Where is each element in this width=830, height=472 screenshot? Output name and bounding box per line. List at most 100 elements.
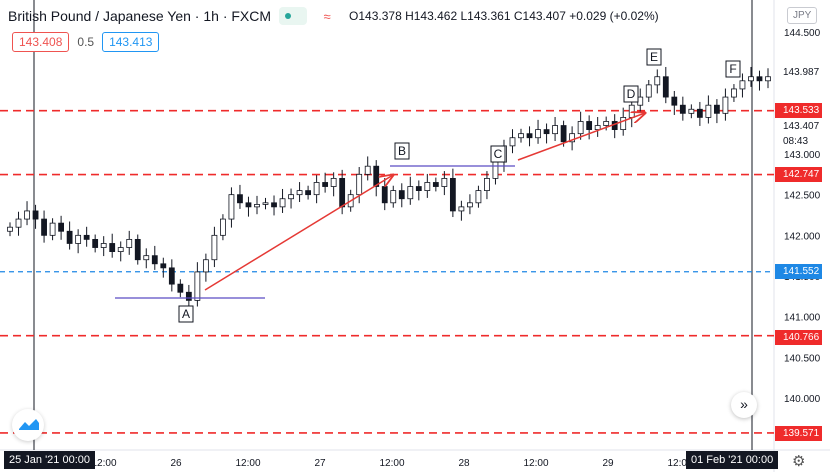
x-axis-end-date: 01 Feb '21 00:00 [686, 451, 779, 469]
level-tag-139571: 139.571 [775, 426, 822, 441]
candle-body-21 [185, 291, 192, 301]
candle-body-11 [100, 243, 107, 248]
countdown-tag: 08:43 [775, 134, 822, 149]
candle-body-57 [492, 161, 499, 179]
gear-icon[interactable]: ⚙ [792, 453, 806, 470]
candle-body-37 [322, 182, 329, 187]
candle-body-73 [628, 104, 635, 118]
current-price-tag: 143.407 [775, 119, 822, 134]
candle-body-2 [24, 210, 30, 220]
candle-body-52 [449, 177, 456, 212]
candle-body-29 [254, 204, 260, 208]
y-tick-label-9: 140.000 [784, 394, 821, 405]
candle-body-82 [705, 104, 712, 118]
y-tick-label-7: 141.000 [784, 313, 821, 324]
level-tag-140766: 140.766 [775, 330, 822, 345]
x-axis-start-date: 25 Jan '21 00:00 [4, 451, 96, 469]
spread-value: 0.5 [77, 35, 95, 49]
y-tick-label-0: 144.500 [784, 28, 821, 39]
candle-body-25 [220, 218, 226, 236]
candle-body-20 [177, 283, 184, 293]
market-status-icon [279, 7, 308, 25]
candle-body-15 [134, 238, 141, 261]
candle-body-5 [49, 222, 56, 236]
candle-body-18 [160, 263, 167, 269]
candle-body-59 [509, 137, 516, 147]
candle-body-10 [92, 238, 99, 248]
candle-body-67 [577, 121, 584, 135]
candle-body-85 [731, 88, 737, 98]
candle-body-81 [696, 108, 703, 118]
candle-body-64 [552, 125, 558, 135]
candle-body-0 [7, 226, 13, 232]
marker-label-b: B [398, 144, 406, 158]
marker-label-c: C [494, 147, 503, 161]
candle-body-28 [245, 202, 252, 208]
candle-body-27 [237, 194, 243, 204]
tradingview-logo-icon[interactable] [12, 409, 44, 441]
arrow-c-to-d [517, 113, 645, 161]
candle-body-76 [654, 76, 661, 86]
candle-body-47 [407, 186, 414, 200]
x-tick-label-3: 27 [314, 458, 326, 469]
candle-body-53 [458, 206, 465, 212]
candle-body-79 [679, 104, 686, 114]
candle-body-12 [109, 243, 116, 252]
x-tick-label-8: 12:00 [667, 458, 692, 469]
sell-price-button[interactable]: 143.408 [12, 32, 70, 52]
candle-body-72 [620, 117, 627, 131]
candle-body-13 [117, 247, 124, 253]
candle-body-4 [41, 218, 47, 236]
marker-box-f [725, 60, 741, 78]
candle-body-54 [467, 202, 473, 208]
symbol-title[interactable]: British Pound / Japanese Yen · 1h · FXCM [8, 8, 272, 24]
x-tick-label-1: 26 [170, 458, 182, 469]
candle-body-36 [313, 182, 320, 196]
candle-body-44 [381, 186, 388, 204]
candle-body-39 [339, 177, 346, 208]
level-tag-142747: 142.747 [775, 167, 822, 182]
marker-label-a: A [182, 307, 190, 321]
candle-body-19 [168, 267, 175, 285]
candle-body-6 [58, 222, 65, 232]
candle-body-3 [32, 210, 39, 220]
candle-body-70 [603, 121, 610, 126]
candle-body-17 [151, 255, 158, 265]
y-tick-label-3: 143.000 [784, 150, 821, 161]
candle-body-1 [15, 218, 22, 228]
trade-price-row: 143.408 0.5 143.413 [12, 32, 160, 52]
candle-body-9 [83, 234, 90, 240]
candle-body-68 [586, 121, 593, 131]
candle-body-22 [194, 271, 201, 301]
candle-body-77 [662, 76, 669, 98]
scroll-to-realtime-button[interactable]: » [731, 392, 757, 418]
marker-label-f: F [729, 62, 736, 76]
candle-body-32 [279, 198, 286, 208]
candle-body-75 [645, 84, 652, 98]
candle-body-42 [364, 165, 371, 175]
candle-body-33 [288, 194, 294, 200]
candle-body-24 [211, 234, 218, 261]
currency-label[interactable]: JPY [787, 7, 818, 24]
candle-body-51 [441, 177, 448, 187]
candle-body-69 [594, 125, 601, 130]
marker-box-a [178, 305, 194, 323]
buy-price-button[interactable]: 143.413 [102, 32, 160, 52]
level-tag-141552: 141.552 [775, 264, 822, 279]
candle-body-86 [739, 80, 746, 90]
candle-body-7 [66, 230, 73, 244]
x-tick-label-2: 12:00 [235, 458, 260, 469]
candle-body-84 [722, 96, 729, 114]
arrow-a-to-b [204, 175, 393, 291]
y-tick-label-8: 140.500 [784, 353, 821, 364]
candle-body-46 [398, 190, 405, 200]
candle-body-49 [424, 182, 431, 191]
candle-body-8 [75, 234, 82, 244]
candle-body-35 [305, 190, 311, 196]
candle-body-65 [560, 125, 567, 143]
candle-body-83 [713, 104, 720, 114]
candle-body-14 [126, 238, 133, 248]
wave-icon[interactable]: ≈ [323, 8, 331, 24]
x-tick-label-7: 29 [602, 458, 614, 469]
